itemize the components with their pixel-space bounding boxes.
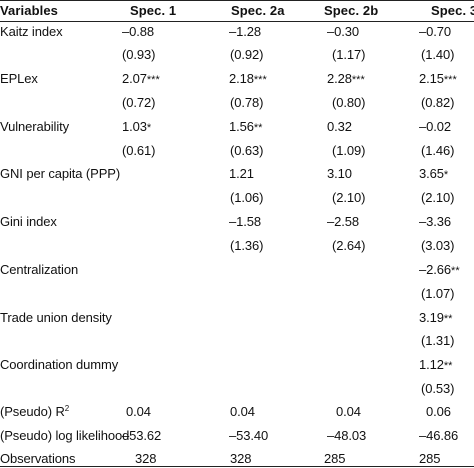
ll-spec-3: –46.86 [419,428,459,443]
row-trade-union-density: Trade union density 3.19** [0,309,474,327]
row-gni-per-capita-se: (1.06) (2.10) (2.10) [0,189,474,207]
se-spec-3: (0.53) [421,381,455,396]
r2-spec-2b: 0.04 [336,404,361,419]
r2-spec-2a: 0.04 [230,404,255,419]
row-label: Vulnerability [0,119,70,134]
row-label: Centralization [0,262,79,277]
se-spec-3: (1.31) [421,333,455,348]
se-spec-2a: (1.06) [230,190,264,205]
se-spec-2a: (0.78) [230,95,264,110]
header-spec-2a: Spec. 2a [231,3,285,18]
se-spec-3: (0.82) [421,95,455,110]
row-label: Coordination dummy [0,357,119,372]
row-eplex: EPLex 2.07*** 2.18*** 2.28*** 2.15*** [0,70,474,88]
se-spec-2a: (0.92) [230,47,264,62]
se-spec-2b: (1.17) [332,47,366,62]
coef-spec-2b: 2.28*** [327,71,365,86]
se-spec-3: (1.46) [421,143,455,158]
row-gni-per-capita: GNI per capita (PPP) 1.21 3.10 3.65* [0,165,474,183]
row-label: EPLex [0,71,38,86]
se-spec-3: (2.10) [421,190,455,205]
row-kaitz-index-se: (0.93) (0.92) (1.17) (1.40) [0,46,474,64]
ll-spec-1: –53.62 [122,428,162,443]
row-gini-index: Gini index –1.58 –2.58 –3.36 [0,213,474,231]
coef-spec-2b: –2.58 [327,214,360,229]
header-row: Variables Spec. 1 Spec. 2a Spec. 2b Spec… [0,2,474,20]
row-eplex-se: (0.72) (0.78) (0.80) (0.82) [0,94,474,112]
row-label: GNI per capita (PPP) [0,166,121,181]
se-spec-1: (0.61) [122,143,156,158]
coef-spec-2b: 0.32 [327,119,352,134]
se-spec-3: (1.07) [421,286,455,301]
row-coordination-dummy-se: (0.53) [0,380,474,398]
coef-spec-3: 2.15*** [419,71,457,86]
se-spec-2b: (1.09) [332,143,366,158]
se-spec-2b: (2.64) [332,238,366,253]
r2-spec-3: 0.06 [426,404,451,419]
ll-spec-2a: –53.40 [229,428,269,443]
obs-spec-1: 328 [135,451,157,466]
coef-spec-3: 3.19** [419,310,453,325]
header-spec-3: Spec. 3 [431,3,474,18]
row-coordination-dummy: Coordination dummy 1.12** [0,356,474,374]
coef-spec-3: –3.36 [419,214,452,229]
coef-spec-3: 1.12** [419,357,453,372]
coef-spec-2b: 3.10 [327,166,352,181]
ll-spec-2b: –48.03 [327,428,367,443]
row-pseudo-log-likelihood: (Pseudo) log likelihood –53.62 –53.40 –4… [0,427,474,445]
coef-spec-1: 2.07*** [122,71,160,86]
coef-spec-2a: 1.56** [229,119,263,134]
row-vulnerability-se: (0.61) (0.63) (1.09) (1.46) [0,142,474,160]
coef-spec-3: –2.66** [419,262,460,277]
coef-spec-2a: –1.28 [229,24,262,39]
se-spec-3: (3.03) [421,238,455,253]
row-trade-union-density-se: (1.31) [0,332,474,350]
row-observations: Observations 328 328 285 285 [0,450,474,468]
se-spec-2b: (2.10) [332,190,366,205]
se-spec-2a: (0.63) [230,143,264,158]
row-label: (Pseudo) log likelihood [0,428,130,443]
obs-spec-2b: 285 [324,451,346,466]
row-centralization-se: (1.07) [0,285,474,303]
header-spec-2b: Spec. 2b [324,3,379,18]
coef-spec-2a: 2.18*** [229,71,267,86]
header-spec-1: Spec. 1 [130,3,177,18]
obs-spec-2a: 328 [230,451,252,466]
r2-spec-1: 0.04 [126,404,151,419]
row-label: Kaitz index [0,24,63,39]
coef-spec-3: –0.02 [419,119,452,134]
se-spec-2a: (1.36) [230,238,264,253]
coef-spec-1: –0.88 [122,24,155,39]
header-variables: Variables [0,3,58,18]
row-centralization: Centralization –2.66** [0,261,474,279]
header-rule [0,21,474,22]
coef-spec-2a: 1.21 [229,166,254,181]
se-spec-2b: (0.80) [332,95,366,110]
se-spec-3: (1.40) [421,47,455,62]
row-label: (Pseudo) R2 [0,404,70,419]
row-kaitz-index: Kaitz index –0.88 –1.28 –0.30 –0.70 [0,23,474,41]
coef-spec-3: 3.65* [419,166,449,181]
se-spec-1: (0.93) [122,47,156,62]
top-rule [0,0,474,1]
se-spec-1: (0.72) [122,95,156,110]
coef-spec-3: –0.70 [419,24,452,39]
row-pseudo-r2: (Pseudo) R2 0.04 0.04 0.04 0.06 [0,403,474,421]
coef-spec-2b: –0.30 [327,24,360,39]
row-label: Observations [0,451,76,466]
row-label: Gini index [0,214,57,229]
obs-spec-3: 285 [419,451,441,466]
row-label: Trade union density [0,310,112,325]
row-vulnerability: Vulnerability 1.03* 1.56** 0.32 –0.02 [0,118,474,136]
coef-spec-2a: –1.58 [229,214,262,229]
row-gini-index-se: (1.36) (2.64) (3.03) [0,237,474,255]
coef-spec-1: 1.03* [122,119,152,134]
